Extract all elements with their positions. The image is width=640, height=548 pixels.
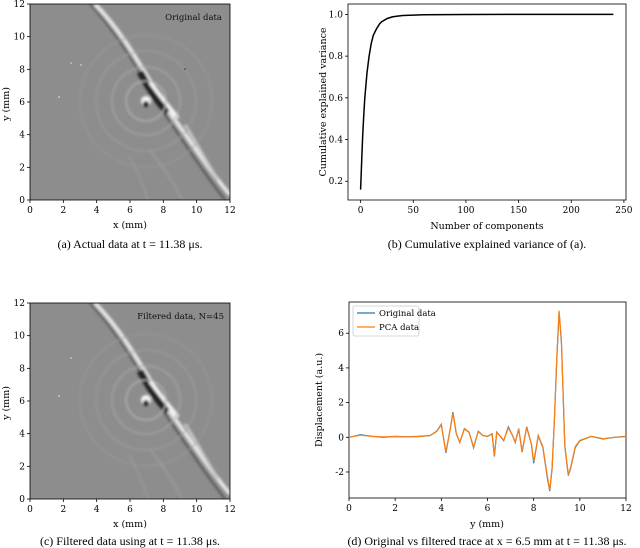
a-ytick-label: 0 [19, 196, 25, 206]
xlabel-d: y (mm) [469, 519, 504, 530]
a-xtick-label: 2 [60, 206, 66, 216]
heatmap-image-a [30, 4, 230, 200]
ylabel-b: Cumulative explained variance [318, 27, 329, 176]
a-ytick-label: 6 [19, 98, 25, 108]
d-ytick-label: 2 [338, 399, 344, 409]
a-ytick-label: 12 [14, 0, 25, 10]
legend: Original data PCA data [352, 305, 436, 337]
caption-c: (c) Filtered data using at t = 11.38 μs. [40, 534, 220, 548]
heatmap-image-c [30, 303, 230, 499]
c-ytick-label: 10 [14, 332, 26, 342]
b-xtick-label: 200 [563, 206, 580, 216]
d-xtick-label: 2 [392, 504, 398, 514]
ylabel-d: Displacement (a.u.) [314, 353, 325, 447]
a-xtick-label: 0 [27, 206, 33, 216]
a-xtick-label: 12 [224, 206, 235, 216]
xlabel-b: Number of components [430, 221, 543, 232]
caption-b: (b) Cumulative explained variance of (a)… [388, 237, 587, 251]
d-xtick-label: 4 [438, 504, 444, 514]
d-xtick-label: 6 [485, 504, 491, 514]
d-ytick-label: -2 [335, 468, 344, 478]
d-xtick-label: 0 [346, 504, 352, 514]
c-xtick-label: 12 [224, 505, 235, 515]
panel-b: 0 50 100 150 200 250 0.2 0.4 0.6 0.8 1.0 Number of… [318, 3, 633, 251]
d-xtick-label: 12 [620, 504, 631, 514]
xlabel-a: x (mm) [113, 220, 147, 231]
b-xtick-label: 150 [510, 206, 527, 216]
caption-a: (a) Actual data at t = 11.38 μs. [57, 237, 202, 251]
b-xtick-label: 250 [615, 206, 632, 216]
c-xtick-label: 10 [191, 505, 203, 515]
c-ytick-label: 12 [14, 299, 25, 309]
b-xtick-label: 50 [408, 206, 420, 216]
series-cumulative-variance [359, 13, 614, 190]
a-ytick-label: 8 [19, 65, 25, 75]
d-xtick-label: 8 [531, 504, 537, 514]
a-ytick-label: 2 [19, 163, 25, 173]
a-xtick-label: 6 [127, 206, 133, 216]
a-ytick-label: 4 [19, 131, 25, 141]
c-xtick-label: 6 [127, 505, 133, 515]
c-ytick-label: 8 [19, 364, 25, 374]
d-ytick-label: 0 [338, 433, 344, 443]
ylabel-c: y (mm) [1, 386, 12, 421]
c-xtick-label: 0 [27, 505, 33, 515]
caption-d: (d) Original vs filtered trace at x = 6.… [347, 534, 626, 548]
legend-label-original: Original data [379, 309, 436, 319]
d-xtick-label: 10 [574, 504, 586, 514]
c-xtick-label: 8 [160, 505, 166, 515]
panel-d: 0 2 4 6 8 10 12 -2 0 2 4 6 Original data PCA data y… [314, 301, 632, 548]
panel-c: Filtered data, N=45 0 2 4 6 8 10 12 0 2 4 6 8 10 12 x… [1, 299, 236, 548]
xlabel-c: x (mm) [113, 519, 147, 530]
d-ytick-label: 6 [338, 329, 344, 339]
b-ytick-label: 0.8 [329, 52, 344, 62]
c-xtick-label: 4 [94, 505, 100, 515]
c-ytick-label: 2 [19, 462, 25, 472]
a-ytick-label: 10 [14, 33, 26, 43]
b-xtick-label: 0 [358, 206, 364, 216]
d-ytick-label: 4 [338, 364, 344, 374]
c-ytick-label: 6 [19, 397, 25, 407]
b-xtick-label: 100 [457, 206, 474, 216]
a-xtick-label: 8 [160, 206, 166, 216]
series-pca-data [348, 310, 627, 491]
b-ytick-label: 0.6 [329, 94, 344, 104]
legend-label-pca: PCA data [379, 323, 419, 333]
c-ytick-label: 0 [19, 495, 25, 505]
a-xtick-label: 10 [191, 206, 203, 216]
annotation-a: Original data [165, 13, 222, 23]
ylabel-a: y (mm) [1, 87, 12, 122]
c-ytick-label: 4 [19, 430, 25, 440]
b-ytick-label: 1.0 [329, 10, 344, 20]
b-ytick-label: 0.4 [329, 136, 344, 146]
a-xtick-label: 4 [94, 206, 100, 216]
c-xtick-label: 2 [60, 505, 66, 515]
annotation-c: Filtered data, N=45 [137, 312, 224, 322]
b-ytick-label: 0.2 [329, 177, 343, 187]
